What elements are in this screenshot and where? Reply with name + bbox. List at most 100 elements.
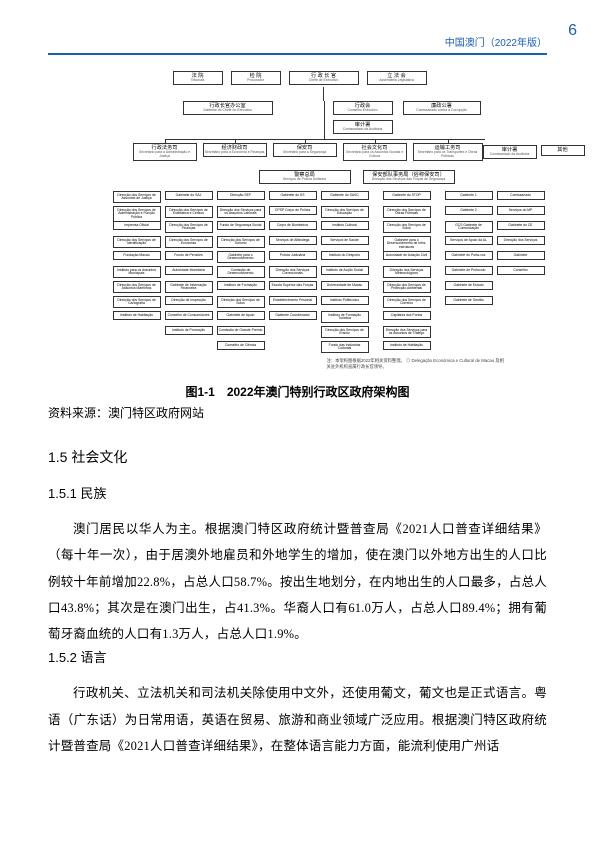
org-leaf: Instituto de Formação Turística — [321, 311, 369, 323]
org-leaf: Direcção dos Serviços de Assuntos de Jus… — [113, 191, 161, 203]
org-leaf: Fundação Macau — [113, 251, 161, 260]
org-leaf: Direcção dos Serviços de Educação — [321, 206, 369, 218]
org-leaf: Direcção dos Serviços Correccionais — [269, 266, 317, 278]
org-leaf: Direcção dos Serviços para os Assuntos d… — [383, 326, 431, 338]
org-leaf: Autoridade Monetária — [165, 266, 213, 275]
org-leaf: Conselho de Consumidores — [165, 311, 213, 320]
org-leaf: Instituto de Acção Social — [321, 266, 369, 275]
org-leaf: Direcção dos Serviços de Turismo — [217, 236, 265, 248]
figure-source: 资料来源：澳门特区政府网站 — [48, 404, 547, 421]
source-label: 资料来源： — [48, 406, 108, 420]
org-leaf: Polícia Judiciária — [269, 251, 317, 260]
org-leaf: Instituto de Habitação — [113, 311, 161, 320]
org-leaf: Estabelecimento Prisional — [269, 296, 317, 305]
org-leaf: Fundo das Indústrias Culturais — [321, 341, 369, 353]
org-leaf: Comissão de Grande Prémio — [217, 326, 265, 335]
org-leaf: Gabinete de Apoio — [217, 311, 265, 320]
org-leaf: Instituto Cultural — [321, 221, 369, 230]
org-leaf: Gabinete do CE — [497, 221, 545, 230]
header-right: 中国澳门（2022年版） — [445, 34, 547, 49]
org-node: 审计署Comissariado da Auditoria — [483, 145, 537, 159]
org-leaf: Comissariado — [497, 191, 545, 200]
org-node: 廉政公署Comissariado contra a Corrupção — [403, 101, 481, 115]
org-leaf: Imprensa Oficial — [113, 221, 161, 230]
heading-1-5-2: 1.5.2 语言 — [48, 647, 547, 666]
para-1-5-1: 澳门居民以华人为主。根据澳门特区政府统计暨普查局《2021人口普查详细结果》（每… — [48, 516, 547, 647]
org-leaf: Serviços de Apoio da AL — [445, 236, 493, 245]
org-leaf: Gabinete para o Desenvolvimento — [217, 251, 265, 263]
heading-1-5-1: 1.5.1 民族 — [48, 483, 547, 502]
org-leaf: Serviços de Alfândega — [269, 236, 317, 245]
org-leaf: Fundo de Pensões — [165, 251, 213, 260]
org-leaf: Gabinete Coordenador — [269, 311, 317, 320]
para-1-5-2: 行政机关、立法机关和司法机关除使用中文外，还使用葡文，葡文也是正式语言。粤语（广… — [48, 680, 547, 759]
org-leaf: Corpo de Bombeiros — [269, 221, 317, 230]
org-node: 行政法务司Secretário para a Administração e J… — [133, 143, 197, 161]
org-node: 行政长官办公室Gabinete do Chefe do Executivo — [183, 101, 273, 115]
org-node: 行 政 长 官Chefe de Executivo — [289, 71, 359, 85]
org-node: 警察总局Serviços de Polícia Unitários — [259, 170, 351, 184]
org-node: 立 法 会Assembleia Legislativa — [367, 71, 427, 85]
org-leaf: Direcção dos Serviços de Solos — [383, 221, 431, 233]
org-leaf: Direcção dos Serviços de Estatística e C… — [165, 206, 213, 218]
org-leaf: Conselho de Ciência — [217, 341, 265, 350]
org-leaf: Gabinete para o Desenvolvimento de Infra… — [383, 236, 431, 252]
org-footnote: 注：本架构图根据2022年相关资料整理。 ◎ Delegação Económi… — [327, 358, 507, 369]
org-leaf: Fundo de Segurança Social — [217, 221, 265, 230]
org-leaf: Gabinete do SS — [269, 191, 317, 200]
org-leaf: Gabinete do Porta-voz — [445, 251, 493, 260]
org-node: 检 院Procurador — [231, 71, 281, 85]
org-node: 行政会Conselho Executivo — [333, 101, 393, 115]
org-leaf: Capitania dos Portos — [383, 311, 431, 320]
org-leaf: Autoridade de Aviação Civil — [383, 251, 431, 260]
org-node: 社会文化司Secretário para os Assuntos Sociais… — [343, 143, 407, 161]
org-leaf: Instituto do Desporto — [321, 251, 369, 260]
org-leaf: GCS Gabinete de Comunicação — [445, 221, 493, 233]
org-leaf: Gabinete — [497, 251, 545, 260]
org-leaf: CPSP Corpo de Polícia — [269, 206, 317, 215]
org-leaf: Instituto de Formação — [217, 281, 265, 290]
org-node: 其他 — [541, 145, 585, 156]
page-number: 6 — [568, 22, 577, 40]
org-leaf: Universidade de Macau — [321, 281, 369, 290]
org-leaf: Direcção dos Serviços de Cartografia — [113, 296, 161, 308]
org-leaf: Direcção dos Serviços de Solos — [217, 296, 265, 308]
figure-caption: 图1-1 2022年澳门特别行政区政府架构图 — [48, 383, 547, 400]
org-leaf: Direcção dos Serviços para os Assuntos L… — [217, 206, 265, 218]
org-node: 法 院Tribunais — [173, 71, 223, 85]
org-leaf: Direcção SEF — [217, 191, 265, 200]
org-node: 审计署Comissariado da Auditoria — [333, 120, 393, 134]
org-node: 保安部队事务局（俗称保安司）Direcção dos Serviços das … — [363, 170, 455, 184]
org-leaf: Direcção de Inspecção — [165, 296, 213, 305]
org-leaf: Gabinete do SASC — [321, 191, 369, 200]
org-leaf: Direcção dos Serviços de Finanças — [165, 221, 213, 233]
org-leaf: Gabinete do SAJ — [165, 191, 213, 200]
org-leaf: Direcção dos Serviços Meteorológicos — [383, 266, 431, 278]
org-leaf: Instituto Politécnico — [321, 296, 369, 305]
org-node: 运输工务司Secretário para os Transportes e Ob… — [413, 143, 483, 161]
org-leaf: Serviços de Saúde — [321, 236, 369, 245]
org-leaf: Direcção dos Serviços de Protecção Ambie… — [383, 281, 431, 293]
org-leaf: Direcção dos Serviços de Ensino — [321, 326, 369, 338]
org-leaf: Instituto para os Assuntos Municipais — [113, 266, 161, 278]
org-leaf: Gabinete do STOP — [383, 191, 431, 200]
org-leaf: Serviços do MP — [497, 206, 545, 215]
org-leaf: Gabinete de Protocolo — [445, 266, 493, 275]
org-leaf: Gabinete 1 — [445, 191, 493, 200]
org-leaf: Escola Superior das Forças — [269, 281, 317, 290]
org-leaf: Conselho — [497, 266, 545, 275]
org-leaf: Direcção dos Serviços de Obras Públicas — [383, 206, 431, 218]
header-bar: 中国澳门（2022年版） — [48, 34, 547, 55]
org-leaf: Comissão de Desenvolvimento — [217, 266, 265, 278]
source-value: 澳门特区政府网站 — [108, 406, 204, 420]
org-leaf: Direcção dos Serviços de Correios — [383, 296, 431, 308]
heading-1-5: 1.5 社会文化 — [48, 447, 547, 467]
org-node: 保安司Secretário para a Segurança — [273, 143, 337, 157]
org-leaf: Gabinete de Gestão — [445, 296, 493, 305]
org-leaf: Gabinete 2 — [445, 206, 493, 215]
org-leaf: Instituto de Promoção — [165, 326, 213, 335]
org-leaf: Direcção dos Serviços de Assuntos Maríti… — [113, 281, 161, 293]
org-leaf: Direcção dos Serviços — [497, 236, 545, 245]
org-leaf: Direcção dos Serviços de Administração e… — [113, 206, 161, 222]
org-leaf: Direcção dos Serviços de Identificação — [113, 236, 161, 248]
